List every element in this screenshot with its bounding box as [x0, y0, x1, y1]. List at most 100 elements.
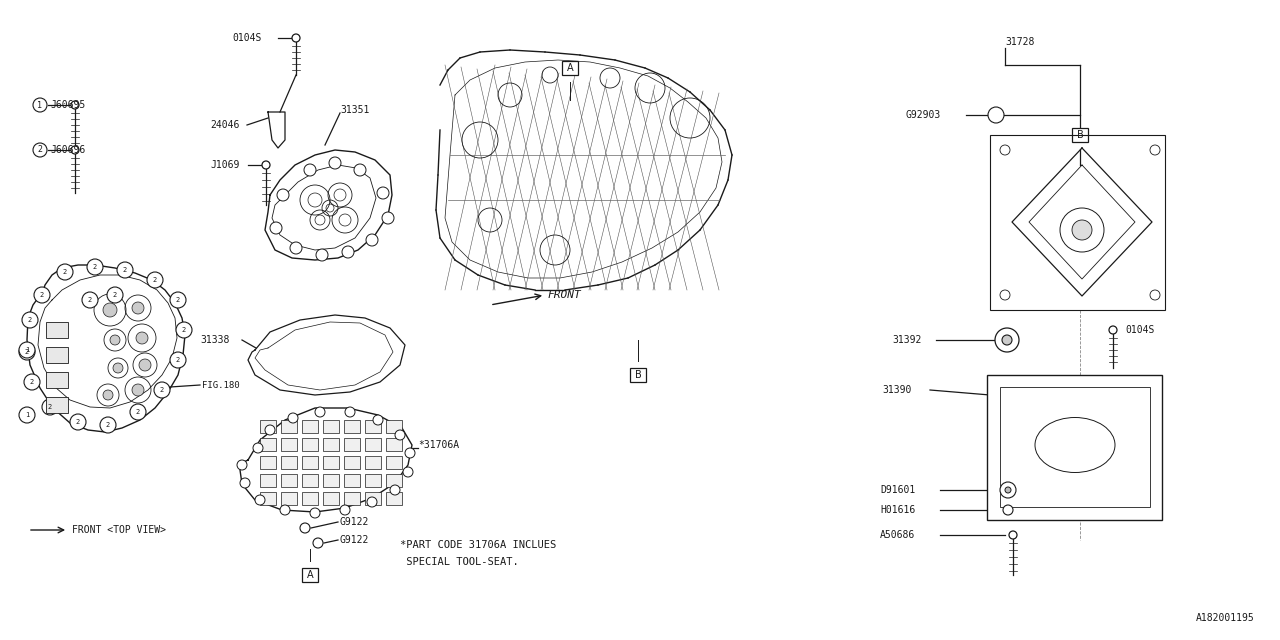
Bar	[282, 492, 297, 505]
Circle shape	[24, 374, 40, 390]
Bar	[46, 372, 68, 388]
Bar	[387, 456, 402, 469]
Circle shape	[403, 467, 413, 477]
Circle shape	[19, 407, 35, 423]
Bar	[365, 456, 381, 469]
Circle shape	[22, 312, 38, 328]
Text: A: A	[567, 63, 573, 73]
Circle shape	[315, 407, 325, 417]
Text: A50686: A50686	[881, 530, 915, 540]
Bar	[365, 492, 381, 505]
Bar	[387, 420, 402, 433]
Text: A: A	[307, 570, 314, 580]
Circle shape	[140, 359, 151, 371]
Text: 31392: 31392	[892, 335, 922, 345]
Text: 2: 2	[175, 357, 180, 363]
Text: 2: 2	[123, 267, 127, 273]
Text: B: B	[635, 370, 641, 380]
Circle shape	[132, 384, 143, 396]
Text: 24046: 24046	[210, 120, 239, 130]
Text: 2: 2	[152, 277, 157, 283]
Circle shape	[366, 234, 378, 246]
Text: A182001195: A182001195	[1197, 613, 1254, 623]
Circle shape	[372, 415, 383, 425]
Text: 2: 2	[40, 292, 44, 298]
Bar	[344, 456, 360, 469]
Text: 2: 2	[175, 297, 180, 303]
Bar	[46, 397, 68, 413]
Circle shape	[70, 414, 86, 430]
Circle shape	[108, 287, 123, 303]
Circle shape	[270, 222, 282, 234]
Circle shape	[292, 34, 300, 42]
Text: FRONT: FRONT	[548, 290, 581, 300]
Text: 2: 2	[24, 349, 29, 355]
Circle shape	[253, 443, 262, 453]
Text: B: B	[1076, 130, 1083, 140]
Bar	[260, 438, 276, 451]
Circle shape	[367, 497, 378, 507]
Circle shape	[255, 495, 265, 505]
Bar	[46, 347, 68, 363]
Bar	[630, 368, 646, 382]
Text: 31728: 31728	[1005, 37, 1034, 47]
Bar	[344, 492, 360, 505]
Circle shape	[177, 322, 192, 338]
Circle shape	[136, 332, 148, 344]
Circle shape	[70, 101, 79, 109]
Bar	[987, 375, 1162, 520]
Circle shape	[170, 352, 186, 368]
Circle shape	[1108, 326, 1117, 334]
Bar	[302, 492, 317, 505]
Bar	[302, 474, 317, 487]
Circle shape	[305, 164, 316, 176]
Circle shape	[154, 382, 170, 398]
Bar	[260, 474, 276, 487]
Text: 1: 1	[24, 347, 29, 353]
Circle shape	[58, 264, 73, 280]
Circle shape	[340, 505, 349, 515]
Text: 2: 2	[182, 327, 186, 333]
Circle shape	[291, 242, 302, 254]
Circle shape	[378, 187, 389, 199]
Circle shape	[100, 417, 116, 433]
Circle shape	[390, 485, 399, 495]
Circle shape	[1009, 531, 1018, 539]
Bar	[344, 420, 360, 433]
Text: 2: 2	[28, 317, 32, 323]
Text: SPECIAL TOOL-SEAT.: SPECIAL TOOL-SEAT.	[399, 557, 518, 567]
Text: 31390: 31390	[882, 385, 911, 395]
Circle shape	[276, 189, 289, 201]
Text: 2: 2	[93, 264, 97, 270]
Bar	[323, 420, 339, 433]
Circle shape	[1000, 290, 1010, 300]
Bar	[344, 474, 360, 487]
Bar	[365, 474, 381, 487]
Circle shape	[102, 390, 113, 400]
Bar	[387, 492, 402, 505]
Circle shape	[1073, 220, 1092, 240]
Text: 2: 2	[160, 387, 164, 393]
Circle shape	[87, 259, 102, 275]
Bar	[302, 568, 317, 582]
Text: 2: 2	[63, 269, 67, 275]
Bar	[260, 456, 276, 469]
Circle shape	[70, 146, 79, 154]
Text: 2: 2	[136, 409, 140, 415]
Circle shape	[381, 212, 394, 224]
Text: FIG.180: FIG.180	[202, 381, 239, 390]
Bar	[46, 322, 68, 338]
Bar	[989, 135, 1165, 310]
Circle shape	[1005, 487, 1011, 493]
Text: 2: 2	[106, 422, 110, 428]
Bar	[282, 456, 297, 469]
Circle shape	[19, 342, 35, 358]
Circle shape	[132, 302, 143, 314]
Bar	[323, 474, 339, 487]
Circle shape	[102, 303, 116, 317]
Bar	[365, 438, 381, 451]
Circle shape	[396, 430, 404, 440]
Circle shape	[355, 164, 366, 176]
Circle shape	[147, 272, 163, 288]
Circle shape	[113, 363, 123, 373]
